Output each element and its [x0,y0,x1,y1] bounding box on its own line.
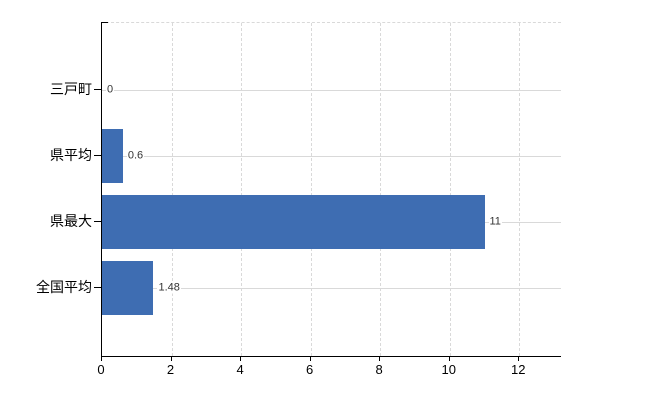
gridline-vertical [449,23,451,356]
category-label: 全国平均 [36,279,92,295]
x-tick [518,356,520,361]
gridline-vertical [380,23,382,356]
x-tick [170,356,172,361]
gridline-vertical [310,23,312,356]
category-tick [94,89,101,90]
x-tick-label: 12 [511,362,526,377]
category-tick [94,221,101,222]
bar [102,261,154,315]
value-label: 0 [106,83,115,96]
value-label: 0.6 [126,149,145,162]
category-label: 県最大 [50,213,92,229]
gridline-horizontal [102,288,561,289]
x-tick-label: 6 [306,362,314,377]
y-axis-top-cap [101,22,108,23]
plot-area: 0 0.6 11 1.48 [101,22,561,357]
category-tick [94,287,101,288]
x-tick [240,356,242,361]
x-tick-label: 0 [97,362,105,377]
gridline-horizontal [102,90,561,91]
category-label: 三戸町 [50,81,92,97]
value-label: 11 [488,215,502,228]
x-tick-label: 8 [375,362,383,377]
category-tick [94,155,101,156]
gridline-vertical [519,23,521,356]
x-tick-label: 2 [166,362,175,377]
gridline-vertical [171,23,173,356]
x-tick-label: 4 [236,362,244,377]
x-tick [101,356,102,361]
x-tick [309,356,311,361]
x-tick-label: 10 [441,362,456,377]
gridline-horizontal [102,156,561,157]
bar [102,129,123,183]
x-tick [379,356,381,361]
gridline-vertical [241,23,243,356]
value-label: 1.48 [157,281,181,294]
x-tick [448,356,450,361]
bar [102,195,485,249]
category-label: 県平均 [50,147,92,163]
